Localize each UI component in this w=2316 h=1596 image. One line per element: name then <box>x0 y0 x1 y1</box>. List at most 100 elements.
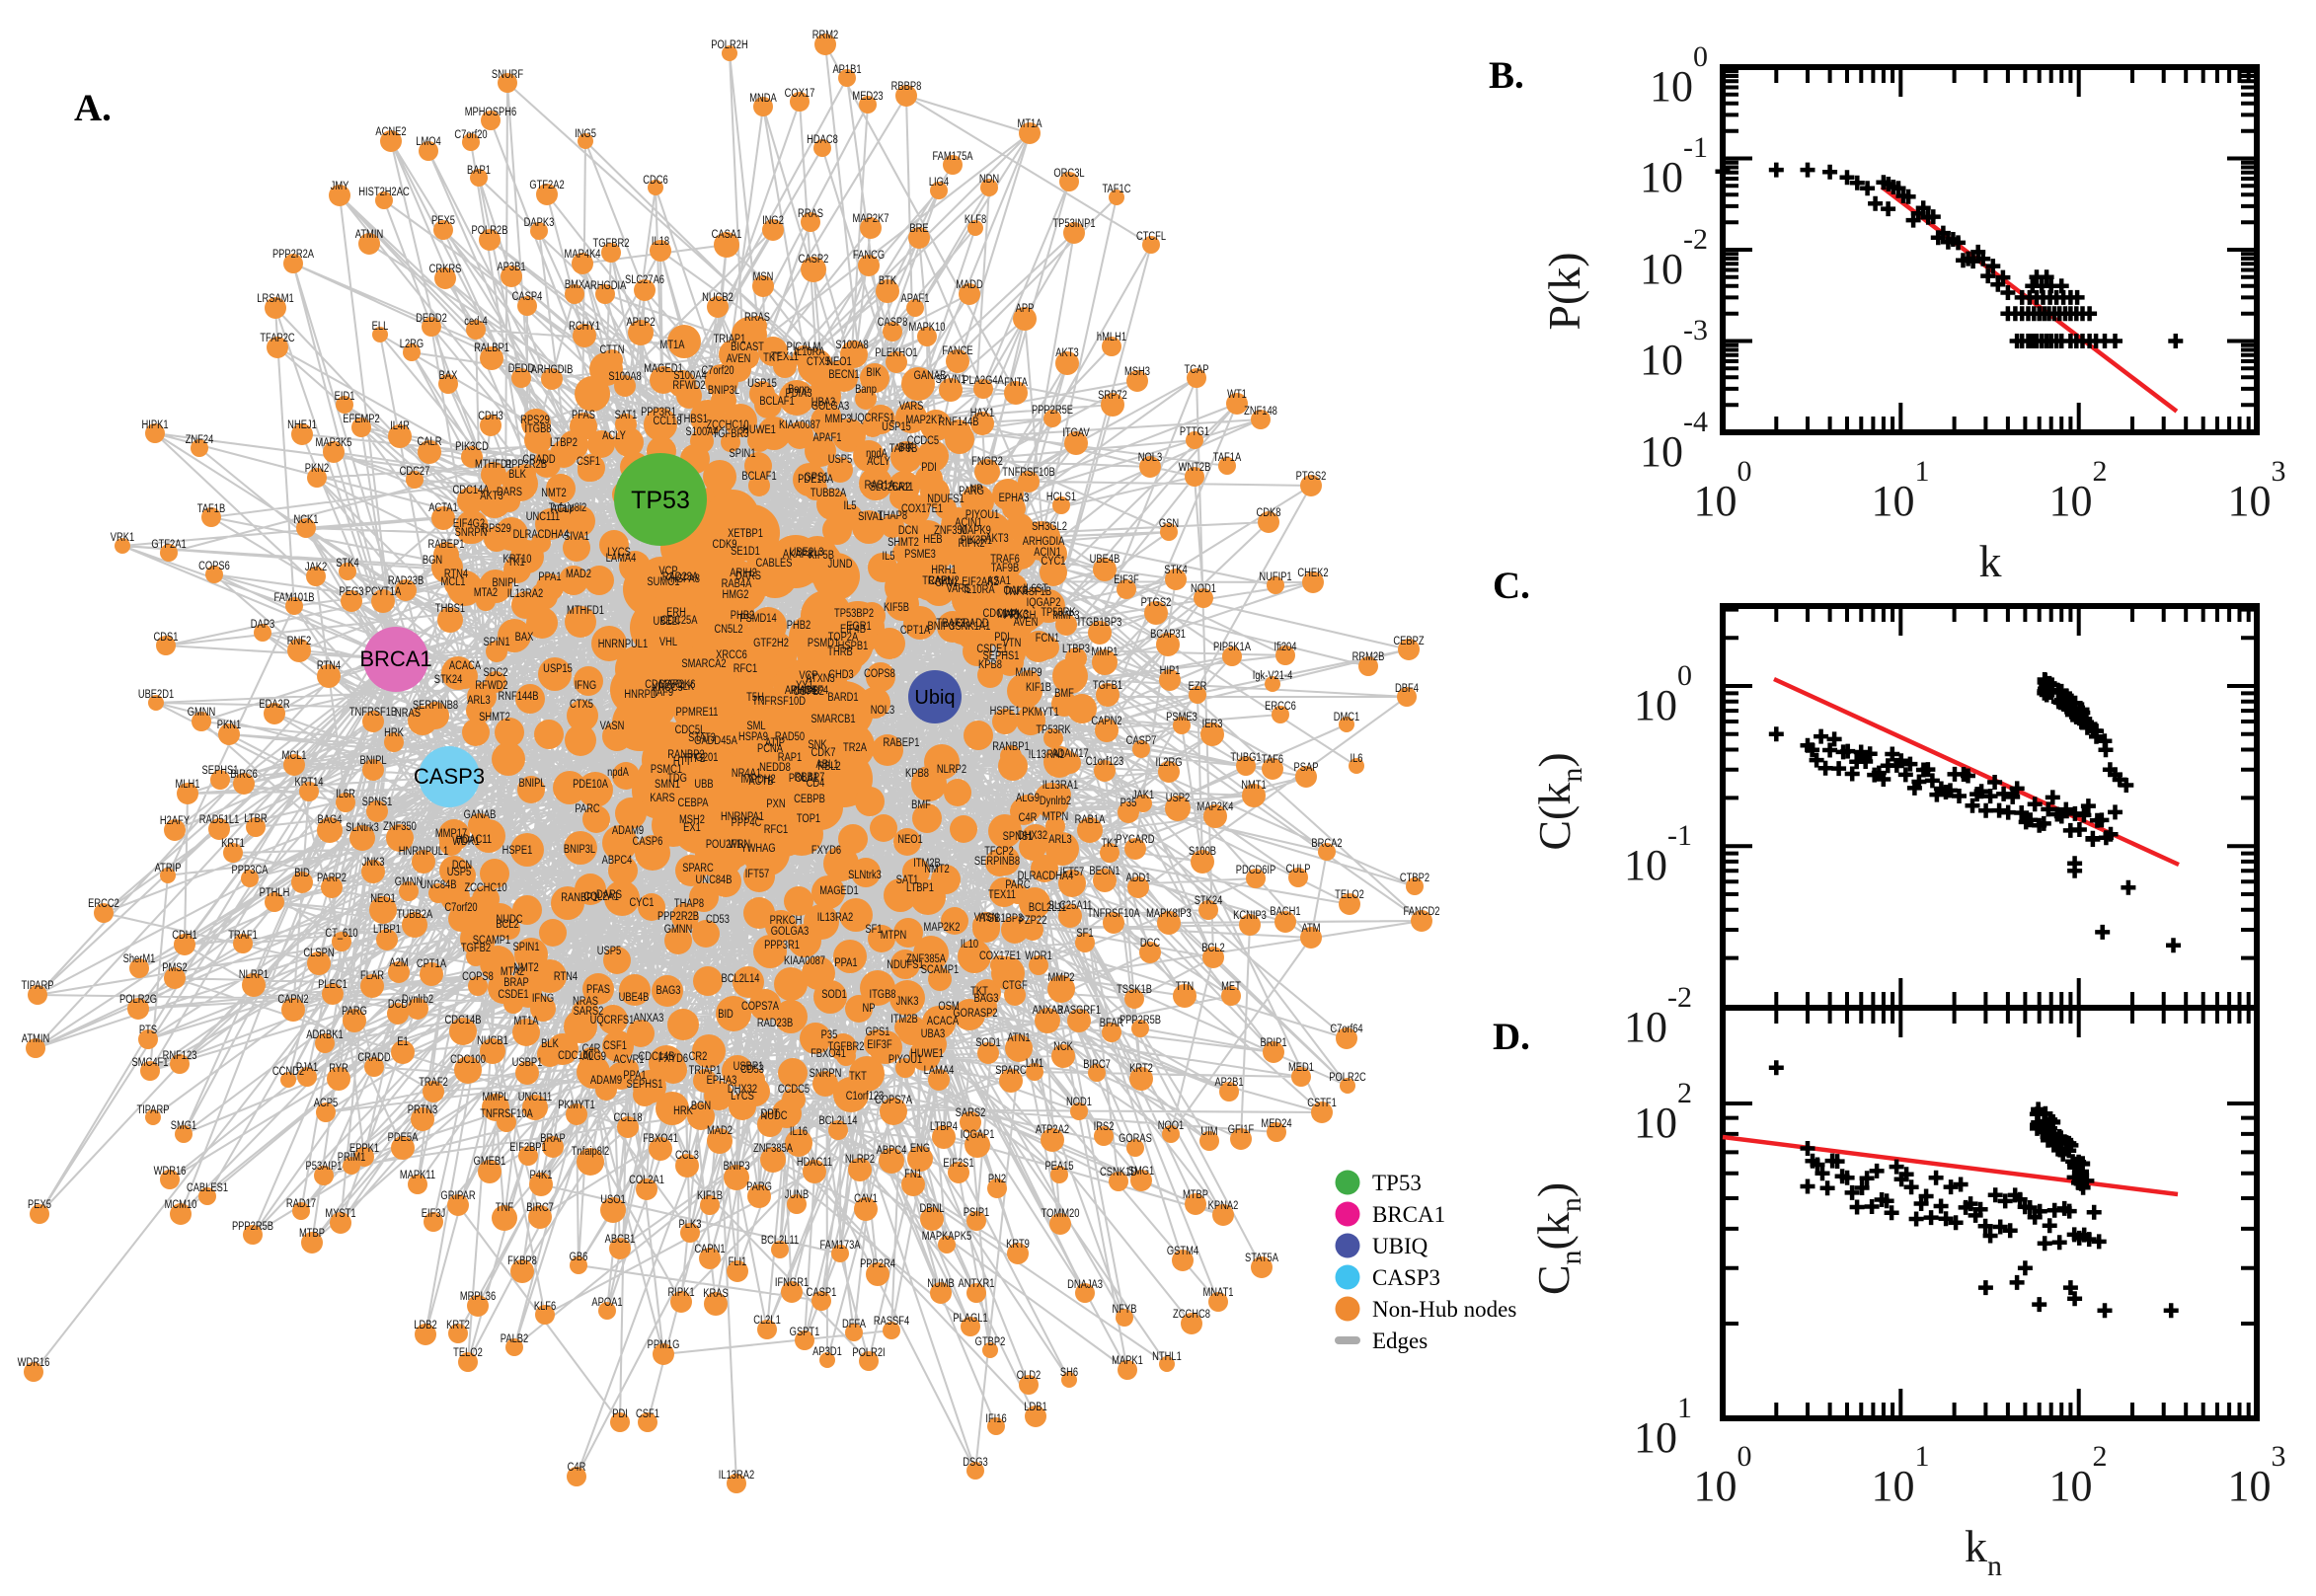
svg-text:PSMC1: PSMC1 <box>651 763 682 776</box>
svg-text:RCHY1: RCHY1 <box>569 320 600 333</box>
svg-text:CTTN: CTTN <box>600 343 625 356</box>
svg-text:CHEK2: CHEK2 <box>1297 567 1328 579</box>
svg-text:ERCC2: ERCC2 <box>88 897 119 910</box>
svg-text:CR2: CR2 <box>892 481 911 494</box>
svg-text:BICAST: BICAST <box>731 341 764 353</box>
svg-text:OAK3: OAK3 <box>1004 584 1029 597</box>
svg-text:PPP2R5E: PPP2R5E <box>1032 404 1073 417</box>
svg-text:PMS2: PMS2 <box>162 961 187 974</box>
svg-text:G201: G201 <box>696 751 719 764</box>
svg-text:CRADD: CRADD <box>956 617 988 630</box>
svg-text:GRIPAR: GRIPAR <box>440 1189 475 1202</box>
svg-text:MAP2K7: MAP2K7 <box>853 212 889 225</box>
svg-text:SEPHS1: SEPHS1 <box>202 764 239 777</box>
svg-text:GANAB: GANAB <box>914 369 947 382</box>
svg-text:IL13RA1: IL13RA1 <box>1042 779 1078 792</box>
svg-text:IL13RA1: IL13RA1 <box>1029 748 1064 761</box>
svg-text:ARIH2: ARIH2 <box>730 567 757 579</box>
svg-text:DMC1: DMC1 <box>1334 711 1360 723</box>
svg-text:ALG9: ALG9 <box>582 1050 606 1063</box>
svg-text:RNF144B: RNF144B <box>498 690 538 703</box>
svg-text:GTF2A2: GTF2A2 <box>529 179 564 191</box>
svg-text:BRAP: BRAP <box>503 976 528 989</box>
svg-text:BCAP31: BCAP31 <box>1150 628 1186 641</box>
svg-text:TNFRSF1B: TNFRSF1B <box>1004 585 1051 598</box>
svg-text:CSF1: CSF1 <box>603 1039 627 1052</box>
svg-text:PPP2R4: PPP2R4 <box>860 1257 895 1270</box>
svg-text:TRAF2: TRAF2 <box>419 1076 448 1089</box>
svg-text:C4R: C4R <box>582 1042 601 1055</box>
svg-text:LIG4: LIG4 <box>929 176 949 189</box>
svg-text:PFAS: PFAS <box>572 409 595 421</box>
svg-text:AVEN: AVEN <box>1014 616 1039 629</box>
svg-text:S100A4: S100A4 <box>673 369 706 382</box>
svg-text:KCNIP3: KCNIP3 <box>1233 909 1267 922</box>
svg-text:MAP2K2: MAP2K2 <box>924 921 961 934</box>
svg-text:BCL2L11: BCL2L11 <box>761 1234 799 1247</box>
svg-text:MTA2: MTA2 <box>474 586 498 599</box>
svg-text:TNFRSF10D: TNFRSF10D <box>752 695 806 708</box>
svg-text:CDC6: CDC6 <box>643 174 667 187</box>
svg-text:RFC1: RFC1 <box>733 662 757 675</box>
svg-text:FANCE: FANCE <box>942 344 972 357</box>
svg-text:ZCCHC10: ZCCHC10 <box>706 418 748 431</box>
svg-text:MTPN: MTPN <box>881 929 907 942</box>
svg-text:SERPINB8: SERPINB8 <box>413 699 458 712</box>
svg-text:P53AIP1: P53AIP1 <box>306 1160 343 1173</box>
svg-text:CD53: CD53 <box>706 913 730 926</box>
svg-text:BIRC6: BIRC6 <box>230 768 258 781</box>
svg-text:SAT1: SAT1 <box>896 874 919 886</box>
svg-text:IQGAP2: IQGAP2 <box>1027 596 1061 609</box>
svg-text:Dynlrb2: Dynlrb2 <box>402 993 433 1006</box>
svg-text:ZNF24: ZNF24 <box>186 433 214 446</box>
svg-text:CEBPB: CEBPB <box>794 793 825 805</box>
svg-text:BIK: BIK <box>866 366 882 379</box>
svg-text:AVEN: AVEN <box>727 352 751 365</box>
svg-text:IRS2: IRS2 <box>1094 1120 1115 1133</box>
svg-text:NMT2: NMT2 <box>924 863 949 875</box>
svg-text:ACVR1: ACVR1 <box>613 1053 644 1066</box>
svg-text:KRT9: KRT9 <box>1006 1238 1030 1251</box>
svg-text:MT1A: MT1A <box>514 1015 540 1027</box>
svg-text:PSME3: PSME3 <box>904 548 936 561</box>
svg-text:CD4: CD4 <box>807 777 825 790</box>
svg-text:WT1: WT1 <box>1227 388 1247 401</box>
svg-text:KIAA0087: KIAA0087 <box>784 954 825 967</box>
svg-text:TELO2: TELO2 <box>1335 888 1364 901</box>
svg-text:CRADD: CRADD <box>357 1051 390 1064</box>
svg-text:VRK1: VRK1 <box>111 531 134 544</box>
svg-text:SPIN1: SPIN1 <box>729 447 755 460</box>
svg-text:SEPHS1: SEPHS1 <box>983 649 1020 662</box>
svg-text:PTS: PTS <box>139 1024 157 1036</box>
svg-text:BNIP3: BNIP3 <box>927 620 954 633</box>
svg-text:BGN: BGN <box>691 1100 711 1112</box>
svg-text:CDS1: CDS1 <box>154 631 179 644</box>
svg-text:TNF: TNF <box>496 1201 514 1214</box>
svg-text:TRIAP1: TRIAP1 <box>714 333 746 345</box>
svg-text:PKN2: PKN2 <box>305 462 329 475</box>
svg-text:KPNA2: KPNA2 <box>1208 1199 1239 1212</box>
svg-text:KARS: KARS <box>650 792 674 804</box>
svg-text:DLRACDHA4: DLRACDHA4 <box>513 528 570 541</box>
svg-text:SMG1: SMG1 <box>171 1119 197 1132</box>
svg-text:MPHOSPH6: MPHOSPH6 <box>465 106 516 118</box>
svg-text:SARS2: SARS2 <box>956 1106 986 1119</box>
svg-text:TIPARP: TIPARP <box>21 979 53 992</box>
svg-text:PN2: PN2 <box>988 1173 1006 1185</box>
svg-text:KPB8: KPB8 <box>905 767 929 780</box>
svg-text:GTF2H2: GTF2H2 <box>753 637 789 649</box>
svg-text:THRB: THRB <box>827 646 852 658</box>
svg-text:CTX5: CTX5 <box>807 355 830 368</box>
svg-text:TP53INP1: TP53INP1 <box>1052 217 1095 230</box>
svg-text:IL5: IL5 <box>882 550 894 563</box>
svg-text:UBE2D1: UBE2D1 <box>138 688 174 701</box>
svg-text:RANBP1: RANBP1 <box>561 891 597 904</box>
svg-text:ITGB1BP3: ITGB1BP3 <box>1078 616 1122 629</box>
svg-text:PARG: PARG <box>342 1005 367 1018</box>
svg-text:BCL2: BCL2 <box>1201 942 1224 954</box>
svg-text:COL2A1: COL2A1 <box>629 1174 664 1186</box>
svg-text:SEPHS1: SEPHS1 <box>627 1078 663 1091</box>
svg-text:HIPK1: HIPK1 <box>141 418 168 431</box>
svg-text:JNK3: JNK3 <box>362 856 385 869</box>
svg-text:VTN: VTN <box>1003 637 1022 649</box>
